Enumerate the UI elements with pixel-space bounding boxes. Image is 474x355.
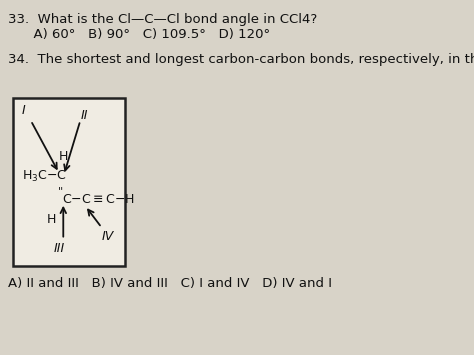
Text: III: III [54, 242, 64, 256]
Text: IV: IV [102, 230, 114, 242]
Text: 34.  The shortest and longest carbon-carbon bonds, respectively, in this molecul: 34. The shortest and longest carbon-carb… [8, 53, 474, 66]
Text: H: H [47, 213, 56, 226]
Text: ": " [57, 186, 63, 196]
Text: A) II and III   B) IV and III   C) I and IV   D) IV and I: A) II and III B) IV and III C) I and IV … [8, 277, 332, 290]
Text: A) 60°   B) 90°   C) 109.5°   D) 120°: A) 60° B) 90° C) 109.5° D) 120° [8, 28, 270, 41]
Text: H$_3$C$-$C: H$_3$C$-$C [22, 169, 66, 184]
Text: I: I [22, 104, 26, 116]
Text: 33.  What is the Cl—C—Cl bond angle in CCl4?: 33. What is the Cl—C—Cl bond angle in CC… [8, 13, 317, 26]
Text: II: II [81, 109, 88, 121]
Text: C$-$C$\equiv$C$-$H: C$-$C$\equiv$C$-$H [62, 193, 135, 206]
Text: H: H [59, 150, 69, 163]
Bar [13, 98, 125, 266]
